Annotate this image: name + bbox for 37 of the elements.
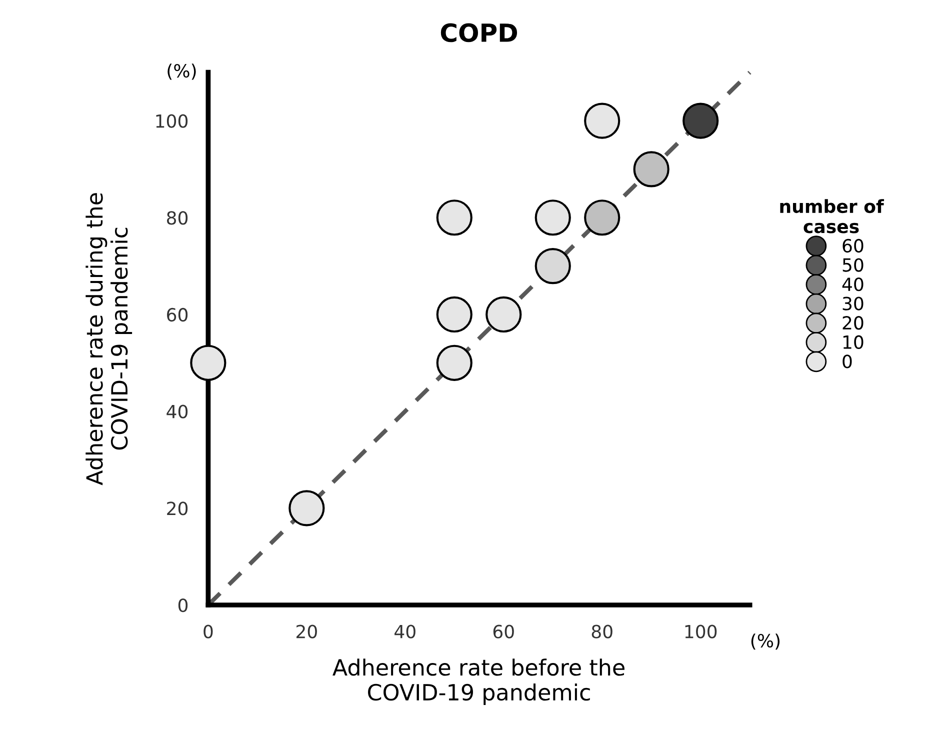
point bbox=[584, 200, 620, 236]
chart-title: COPD bbox=[440, 23, 518, 42]
x-tick-label: 0 bbox=[204, 624, 213, 638]
x-tick-label: 60 bbox=[493, 624, 514, 638]
x-axis-title: Adherence rate before the COVID-19 pandemic bbox=[332, 658, 624, 705]
legend-label: 50 bbox=[842, 258, 864, 272]
x-tick-label: 40 bbox=[394, 624, 416, 638]
y-tick-label: 60 bbox=[167, 308, 188, 322]
x-tick-label: 100 bbox=[685, 624, 717, 638]
point bbox=[534, 248, 571, 284]
text: (%) bbox=[751, 634, 780, 650]
legend-label: 0 bbox=[842, 354, 852, 368]
y-tick-label: 40 bbox=[166, 404, 188, 418]
point bbox=[190, 344, 226, 381]
point bbox=[633, 151, 670, 188]
y-axis-title: Adherence rate during the COVID-19 pandemic bbox=[86, 193, 132, 486]
text: (%) bbox=[168, 64, 196, 80]
legend-label: 30 bbox=[842, 296, 864, 310]
point bbox=[584, 102, 620, 139]
x-tick-label: 80 bbox=[592, 624, 612, 638]
point bbox=[682, 102, 719, 139]
point bbox=[436, 200, 472, 236]
legend-label: 40 bbox=[842, 277, 864, 292]
legend-label: 20 bbox=[842, 316, 864, 330]
point bbox=[436, 344, 472, 381]
legend-label: 60 bbox=[842, 238, 864, 253]
legend-title: number of cases bbox=[780, 199, 884, 234]
y-tick-label: 0 bbox=[178, 598, 188, 612]
y-tick-label: 80 bbox=[166, 211, 188, 225]
point bbox=[486, 296, 522, 333]
x-tick-label: 20 bbox=[296, 624, 317, 638]
point bbox=[534, 200, 571, 236]
y-tick-label: 20 bbox=[167, 502, 188, 516]
legend-label: 10 bbox=[843, 335, 864, 349]
point bbox=[288, 490, 325, 526]
y-tick-label: 100 bbox=[156, 114, 188, 128]
point bbox=[436, 296, 472, 333]
